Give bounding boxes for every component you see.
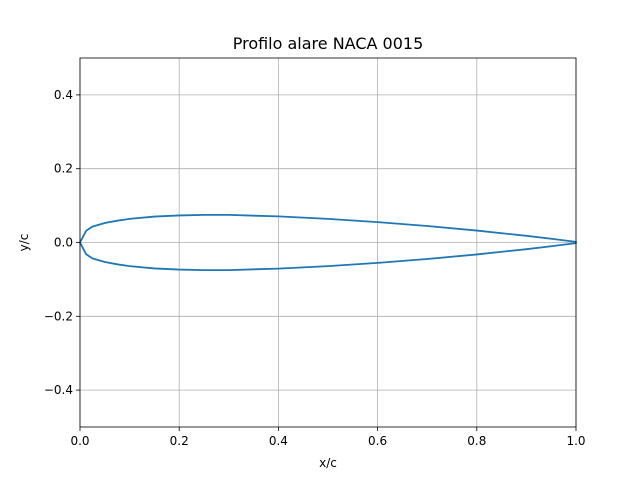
x-tick-label: 0.0 (70, 434, 89, 448)
y-axis-label: y/c (17, 234, 31, 252)
x-tick-label: 0.8 (467, 434, 486, 448)
chart-title: Profilo alare NACA 0015 (233, 34, 424, 53)
x-tick-label: 1.0 (566, 434, 585, 448)
x-tick-label: 0.4 (269, 434, 288, 448)
y-tick-label: −0.4 (44, 383, 73, 397)
x-axis-label: x/c (319, 456, 337, 470)
y-tick-label: 0.2 (54, 162, 73, 176)
y-tick-label: 0.0 (54, 236, 73, 250)
x-tick-label: 0.2 (170, 434, 189, 448)
y-tick-label: −0.2 (44, 309, 73, 323)
ticks: 0.0 0.2 0.4 0.6 0.8 1.0 −0.4 −0.2 0.0 0.2 0.4 (44, 88, 586, 448)
x-tick-label: 0.6 (368, 434, 387, 448)
y-tick-label: 0.4 (54, 88, 73, 102)
